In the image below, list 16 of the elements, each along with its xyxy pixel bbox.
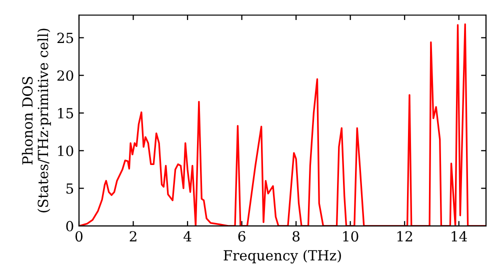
x-tick-label: 10 bbox=[343, 231, 358, 242]
x-tick-label: 2 bbox=[130, 231, 136, 242]
x-tick-label: 6 bbox=[238, 231, 246, 242]
y-tick-label: 10 bbox=[58, 146, 74, 156]
x-tick-label: 4 bbox=[184, 231, 192, 242]
y-tick-label: 15 bbox=[58, 108, 74, 118]
y-tick-label: 25 bbox=[57, 32, 74, 44]
x-tick-label: 12 bbox=[397, 231, 412, 242]
x-tick-label: 0 bbox=[75, 231, 82, 242]
x-axis-title: Frequency (THz) bbox=[224, 250, 341, 264]
y-tick-label: 5 bbox=[66, 183, 74, 194]
x-tick-label: 8 bbox=[292, 231, 300, 242]
y-tick-label: 0 bbox=[66, 220, 74, 232]
y-tick-label: 20 bbox=[57, 70, 74, 81]
x-tick-label: 14 bbox=[452, 231, 468, 242]
y-axis-title: Phonon DOS (States/THz·primitive cell) bbox=[22, 28, 51, 212]
